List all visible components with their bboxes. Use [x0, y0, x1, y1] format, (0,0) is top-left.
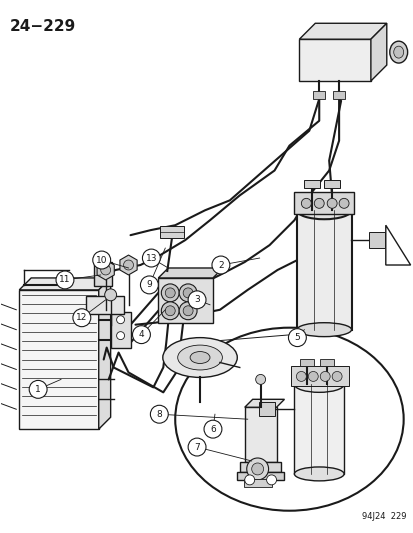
Circle shape: [338, 198, 348, 208]
Bar: [258, 402, 274, 416]
Circle shape: [204, 420, 221, 438]
Bar: [304, 181, 320, 188]
Text: 12: 12: [76, 313, 87, 322]
Circle shape: [179, 302, 197, 320]
Circle shape: [244, 475, 254, 485]
Circle shape: [29, 381, 47, 398]
Circle shape: [123, 260, 133, 270]
Circle shape: [251, 463, 263, 475]
Circle shape: [296, 372, 306, 382]
Text: 94J24  229: 94J24 229: [361, 512, 406, 521]
Polygon shape: [370, 23, 386, 81]
Text: 7: 7: [194, 442, 199, 451]
Bar: [297, 211, 351, 330]
Circle shape: [211, 256, 229, 274]
Polygon shape: [19, 278, 110, 290]
Polygon shape: [158, 268, 222, 278]
Bar: [291, 367, 348, 386]
Circle shape: [161, 302, 179, 320]
Ellipse shape: [190, 352, 209, 364]
Circle shape: [331, 372, 341, 382]
Text: 6: 6: [209, 425, 215, 434]
Circle shape: [179, 284, 197, 302]
Circle shape: [266, 475, 276, 485]
Ellipse shape: [294, 376, 343, 392]
Text: 8: 8: [156, 410, 162, 419]
Polygon shape: [244, 399, 284, 407]
Ellipse shape: [177, 345, 222, 370]
Bar: [320, 359, 333, 367]
Text: 3: 3: [194, 295, 199, 304]
Circle shape: [140, 276, 158, 294]
Text: 1: 1: [35, 385, 41, 394]
Circle shape: [320, 372, 330, 382]
Circle shape: [188, 291, 206, 309]
Circle shape: [246, 458, 268, 480]
Circle shape: [142, 249, 160, 267]
Bar: [236, 472, 284, 480]
Circle shape: [308, 372, 318, 382]
Bar: [294, 384, 343, 474]
Circle shape: [73, 309, 90, 327]
Polygon shape: [98, 278, 110, 429]
Circle shape: [165, 306, 175, 316]
Ellipse shape: [162, 337, 237, 377]
Polygon shape: [299, 23, 386, 39]
Circle shape: [313, 198, 323, 208]
Bar: [368, 232, 384, 248]
Circle shape: [150, 405, 168, 423]
Ellipse shape: [294, 467, 343, 481]
Circle shape: [183, 306, 192, 316]
Bar: [160, 226, 184, 238]
Text: 4: 4: [138, 330, 144, 339]
Bar: [93, 262, 112, 286]
Circle shape: [161, 284, 179, 302]
Bar: [332, 91, 344, 99]
Circle shape: [116, 316, 124, 324]
Text: 5: 5: [294, 333, 299, 342]
Bar: [239, 462, 281, 472]
Ellipse shape: [296, 201, 351, 219]
Bar: [323, 181, 339, 188]
Ellipse shape: [175, 328, 403, 511]
Circle shape: [104, 289, 116, 301]
Circle shape: [165, 288, 175, 298]
Bar: [85, 296, 123, 314]
Bar: [294, 192, 353, 214]
Text: 11: 11: [59, 276, 71, 285]
Bar: [299, 39, 370, 81]
Circle shape: [56, 271, 74, 289]
Text: 24−229: 24−229: [9, 19, 76, 34]
Bar: [110, 312, 130, 348]
Circle shape: [93, 251, 110, 269]
Text: 13: 13: [145, 254, 157, 263]
Text: 10: 10: [96, 255, 107, 264]
Circle shape: [100, 265, 110, 275]
Circle shape: [116, 332, 124, 340]
Bar: [243, 479, 271, 487]
Circle shape: [326, 198, 336, 208]
Ellipse shape: [389, 41, 407, 63]
Ellipse shape: [393, 46, 403, 58]
Circle shape: [183, 288, 192, 298]
Text: 9: 9: [146, 280, 152, 289]
Bar: [158, 278, 212, 322]
Circle shape: [288, 329, 306, 346]
Bar: [313, 91, 325, 99]
Circle shape: [132, 326, 150, 344]
Circle shape: [301, 198, 311, 208]
Bar: [244, 407, 276, 462]
Circle shape: [188, 438, 206, 456]
Text: 2: 2: [218, 261, 223, 270]
Ellipse shape: [296, 322, 351, 337]
Bar: [19, 290, 98, 429]
Bar: [300, 359, 313, 367]
Circle shape: [255, 375, 265, 384]
